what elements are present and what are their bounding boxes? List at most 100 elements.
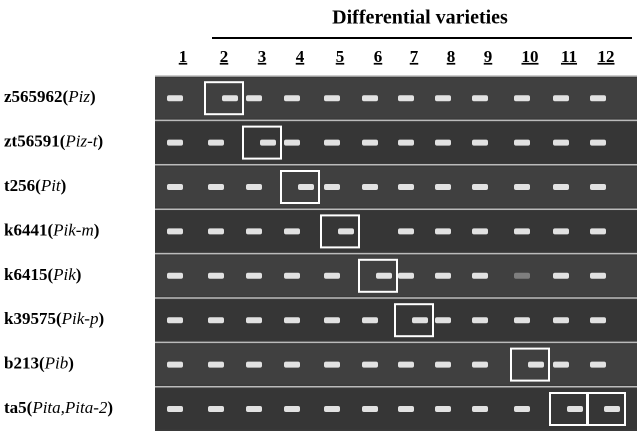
dna-band	[590, 361, 606, 368]
dna-band	[553, 184, 569, 190]
dna-band	[472, 95, 488, 102]
dna-band	[398, 406, 414, 412]
lane-number: 4	[296, 47, 305, 66]
dna-band	[246, 406, 262, 412]
row-label-part: )	[90, 87, 96, 106]
row-label-part: k6441(	[4, 220, 53, 239]
dna-band	[514, 406, 530, 412]
dna-band	[590, 317, 606, 324]
dna-band	[435, 406, 451, 412]
dna-band	[472, 139, 488, 146]
highlight-box	[394, 303, 434, 338]
dna-band	[208, 139, 224, 146]
dna-band	[167, 184, 183, 190]
row-label-part: z565962(	[4, 87, 69, 106]
row-label-part: )	[94, 220, 100, 239]
dna-band	[167, 228, 183, 235]
dna-band	[590, 228, 606, 235]
dna-band	[514, 95, 530, 102]
dna-band	[246, 361, 262, 368]
dna-band	[567, 406, 583, 412]
dna-band	[362, 184, 378, 190]
dna-band	[604, 406, 620, 412]
lane-number: 11	[561, 47, 577, 66]
dna-band	[398, 361, 414, 368]
dna-band	[553, 139, 569, 146]
dna-band	[246, 272, 262, 279]
dna-band	[590, 139, 606, 146]
row-label-part: Piz	[67, 87, 90, 106]
dna-band	[167, 95, 183, 102]
row-label-part: b213(	[4, 354, 45, 373]
highlight-box	[204, 81, 244, 116]
lane-number: 5	[336, 47, 345, 66]
dna-band	[435, 317, 451, 324]
row-label-part: Pit	[40, 176, 62, 195]
dna-band	[167, 361, 183, 368]
row-label-part: ta5(	[4, 398, 33, 417]
dna-band	[362, 406, 378, 412]
dna-band	[528, 361, 544, 368]
highlight-box	[320, 214, 360, 249]
dna-band	[553, 272, 569, 279]
highlight-box	[510, 347, 550, 382]
dna-band	[398, 272, 414, 279]
dna-band	[362, 95, 378, 102]
row-label-part: zt56591(	[4, 132, 66, 151]
highlight-box	[242, 125, 282, 160]
dna-band	[284, 228, 300, 235]
dna-band	[208, 406, 224, 412]
row-label-part: k39575(	[4, 309, 62, 328]
dna-band	[208, 361, 224, 368]
dna-band	[246, 184, 262, 190]
dna-band	[298, 184, 314, 190]
dna-band	[514, 272, 530, 279]
row-label-part: Piz-t	[64, 132, 98, 151]
row-label-part: k6415(	[4, 265, 53, 284]
dna-band	[362, 317, 378, 324]
highlight-box	[586, 392, 626, 426]
dna-band	[208, 272, 224, 279]
dna-band	[324, 317, 340, 324]
lane-number: 10	[522, 47, 539, 66]
gel-lane-strip	[155, 388, 637, 430]
dna-band	[435, 228, 451, 235]
row-label-part: )	[98, 309, 104, 328]
row-label: k39575(Pik-p)	[4, 309, 104, 328]
dna-band	[514, 317, 530, 324]
dna-band	[398, 139, 414, 146]
dna-band	[324, 272, 340, 279]
dna-band	[284, 95, 300, 102]
dna-band	[514, 139, 530, 146]
row-label-part: )	[97, 132, 103, 151]
lane-number: 1	[179, 47, 188, 66]
dna-band	[472, 406, 488, 412]
row-label: k6441(Pik-m)	[4, 220, 99, 239]
dna-band	[284, 361, 300, 368]
lane-number: 3	[258, 47, 267, 66]
lane-number: 7	[410, 47, 419, 66]
dna-band	[324, 139, 340, 146]
lane-number: 9	[484, 47, 493, 66]
dna-band	[553, 95, 569, 102]
dna-band	[167, 406, 183, 412]
row-label-part: Pib	[44, 354, 69, 373]
row-label-part: Pita,Pita-2	[31, 398, 108, 417]
dna-band	[222, 95, 238, 102]
dna-band	[208, 317, 224, 324]
lane-number: 12	[598, 47, 615, 66]
dna-band	[324, 406, 340, 412]
dna-band	[398, 95, 414, 102]
dna-band	[246, 95, 262, 102]
dna-band	[553, 361, 569, 368]
dna-band	[398, 184, 414, 190]
dna-band	[590, 184, 606, 190]
dna-band	[472, 228, 488, 235]
dna-band	[412, 317, 428, 324]
dna-band	[435, 95, 451, 102]
dna-band	[167, 139, 183, 146]
dna-band	[435, 361, 451, 368]
row-label: zt56591(Piz-t)	[4, 132, 103, 151]
dna-band	[284, 139, 300, 146]
row-label-part: Pik-p	[61, 309, 99, 328]
